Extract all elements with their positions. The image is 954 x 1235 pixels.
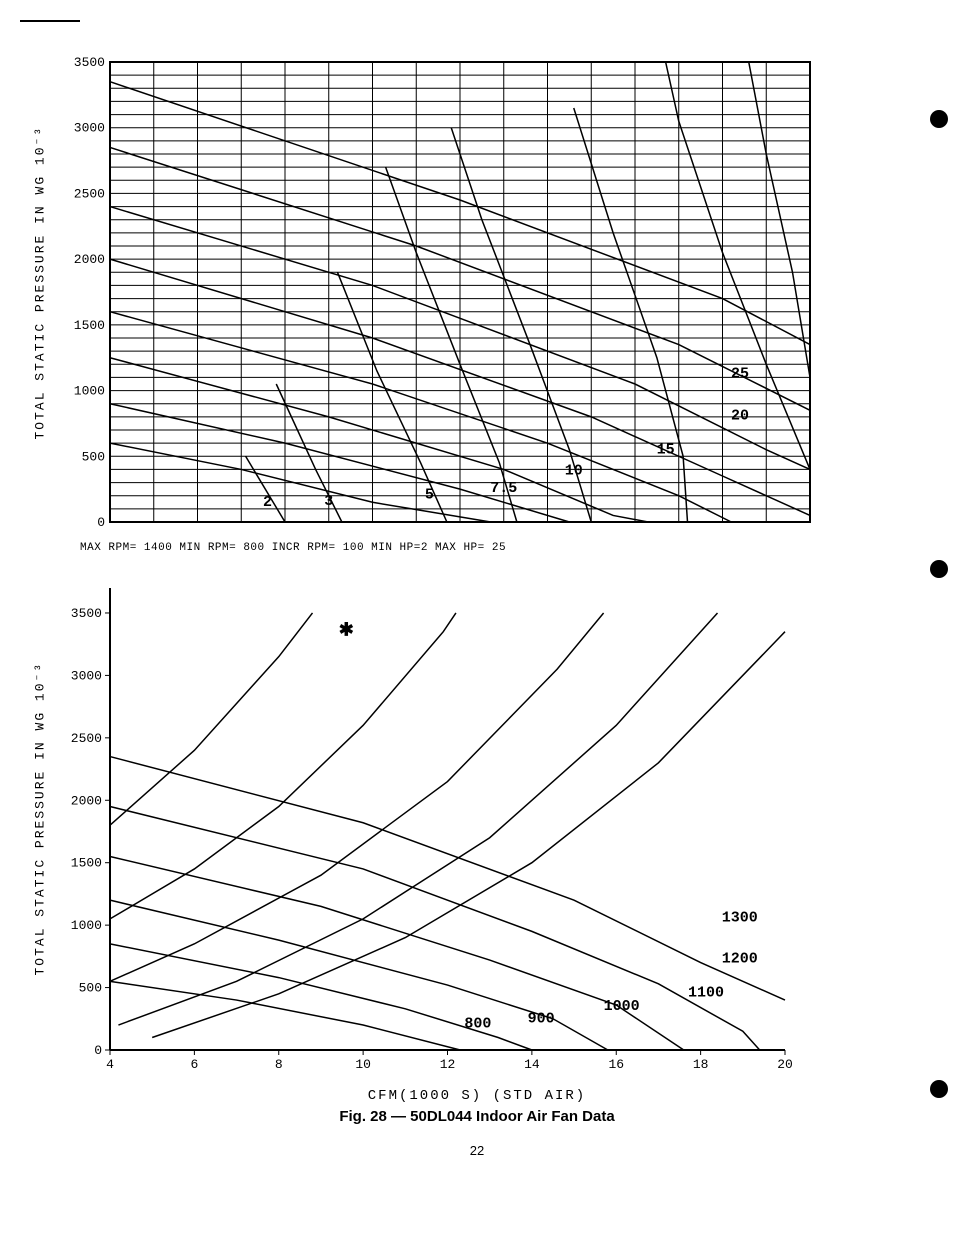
svg-text:1500: 1500 — [71, 856, 102, 871]
svg-text:500: 500 — [82, 449, 105, 464]
svg-text:900: 900 — [528, 1011, 555, 1028]
svg-text:20: 20 — [731, 407, 749, 424]
chart1-y-axis-label: TOTAL STATIC PRESSURE IN WG 10⁻³ — [33, 140, 48, 440]
svg-text:3500: 3500 — [71, 606, 102, 621]
svg-text:1000: 1000 — [604, 998, 640, 1015]
svg-text:5: 5 — [425, 486, 434, 503]
svg-text:1300: 1300 — [722, 909, 758, 926]
svg-text:6: 6 — [190, 1057, 198, 1072]
svg-text:2500: 2500 — [74, 186, 105, 201]
svg-text:12: 12 — [440, 1057, 456, 1072]
chart-params: MAX RPM= 1400 MIN RPM= 800 INCR RPM= 100… — [80, 542, 934, 554]
page-number: 22 — [20, 1143, 934, 1158]
svg-text:1200: 1200 — [722, 951, 758, 968]
x-axis-label: CFM(1000 S) (STD AIR) — [20, 1088, 934, 1104]
svg-text:1000: 1000 — [71, 918, 102, 933]
svg-text:1000: 1000 — [74, 384, 105, 399]
svg-text:7.5: 7.5 — [490, 480, 517, 497]
chart2-y-axis-label: TOTAL STATIC PRESSURE IN WG 10⁻³ — [33, 676, 48, 976]
chart1-fan-curves: 0 500 1000 1500 2000 2500 3000 3500 2 3 5 7.5 10 15 20… — [70, 52, 840, 532]
svg-text:3500: 3500 — [74, 55, 105, 70]
svg-text:✱: ✱ — [339, 619, 354, 639]
svg-text:2: 2 — [263, 494, 272, 511]
svg-text:800: 800 — [464, 1016, 491, 1033]
svg-text:3: 3 — [324, 493, 333, 510]
page-rule — [20, 20, 80, 22]
svg-text:25: 25 — [731, 365, 749, 382]
svg-text:18: 18 — [693, 1057, 709, 1072]
chart2-rpm-curves: 0 500 1000 1500 2000 2500 3000 3500 4 6 8 10 12 14 16 1… — [70, 578, 840, 1078]
punch-hole-bot — [930, 1080, 948, 1098]
figure-caption: Fig. 28 — 50DL044 Indoor Air Fan Data — [20, 1108, 934, 1125]
svg-text:1500: 1500 — [74, 318, 105, 333]
svg-text:0: 0 — [94, 1043, 102, 1058]
svg-text:3000: 3000 — [74, 121, 105, 136]
svg-text:16: 16 — [608, 1057, 624, 1072]
chart2-row: TOTAL STATIC PRESSURE IN WG 10⁻³ 0 500 100… — [20, 578, 934, 1078]
svg-text:20: 20 — [777, 1057, 793, 1072]
svg-text:1100: 1100 — [688, 984, 724, 1001]
svg-text:4: 4 — [106, 1057, 114, 1072]
svg-text:15: 15 — [657, 442, 675, 459]
chart1-row: TOTAL STATIC PRESSURE IN WG 10⁻³ 0 500 100… — [20, 52, 934, 532]
punch-hole-top — [930, 110, 948, 128]
svg-text:500: 500 — [79, 981, 102, 996]
svg-text:10: 10 — [565, 463, 583, 480]
svg-text:2000: 2000 — [74, 252, 105, 267]
svg-text:10: 10 — [355, 1057, 371, 1072]
svg-text:2000: 2000 — [71, 793, 102, 808]
y-axis-text2: TOTAL STATIC PRESSURE IN WG 10⁻³ — [33, 662, 48, 976]
svg-text:8: 8 — [275, 1057, 283, 1072]
y-axis-text: TOTAL STATIC PRESSURE IN WG 10⁻³ — [33, 126, 48, 440]
svg-text:2500: 2500 — [71, 731, 102, 746]
punch-hole-mid — [930, 560, 948, 578]
svg-text:3000: 3000 — [71, 668, 102, 683]
svg-text:14: 14 — [524, 1057, 540, 1072]
svg-text:0: 0 — [97, 515, 105, 530]
